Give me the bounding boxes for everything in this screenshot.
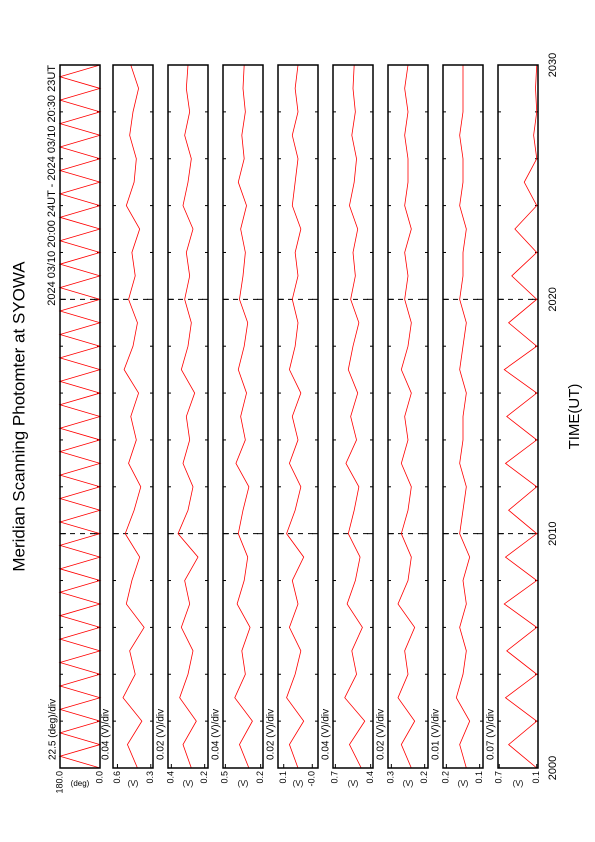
scale-label: 22.5 (deg)/div [48,699,59,760]
y-tick-label: 0.2 [199,771,209,784]
y-tick-label: 0.1 [474,771,484,784]
y-tick-label: 0.1 [278,771,288,784]
trace [503,64,538,769]
y-tick-label: 0.4 [365,771,375,784]
scale-label: 0.07 (V)/div [486,709,497,760]
y-tick-label: 0.6 [112,771,122,784]
y-tick-label: 0.5 [220,771,230,784]
trace [58,64,102,769]
x-tick-label: 2010 [547,521,559,545]
scale-label: 0.04 (V)/div [101,709,112,760]
y-tick-label: 0.0 [94,771,104,784]
y-tick-label: 0.4 [166,771,176,784]
trace [397,64,416,769]
trace [177,64,199,769]
y-tick-label: 0.7 [494,771,504,784]
panel-frame [59,64,101,769]
panel-frame [167,64,209,769]
y-axis-label: (V) [183,779,194,788]
rotated-chart: Meridian Scanning Photomter at SYOWA 2024… [9,53,582,794]
scale-label: 0.02 (V)/div [376,709,387,760]
panel-frame [497,64,539,769]
scale-label: 0.02 (V)/div [156,709,167,760]
chart-title: Meridian Scanning Photomter at SYOWA [9,261,28,572]
panel-frame [332,64,374,769]
y-axis-label: (V) [513,779,524,788]
panel-frame [277,64,319,769]
x-axis-label: TIME(UT) [566,384,583,450]
x-tick-label: 2030 [547,53,559,77]
panel-frame [387,64,429,769]
trace [286,64,305,769]
y-axis-label: (V) [293,779,304,788]
scale-label: 0.04 (V)/div [211,709,222,760]
y-tick-label: 0.3 [145,771,155,784]
y-tick-label: 0.2 [419,771,429,784]
y-tick-label: 0.1 [531,771,541,784]
scale-label: 0.04 (V)/div [321,709,332,760]
x-tick-label: 2000 [547,756,559,780]
y-axis-label: (V) [128,779,139,788]
time-range: 2024 03/10 20:00 24UT - 2024 03/10 20:30… [46,65,58,306]
y-tick-label: 0.2 [441,771,451,784]
y-tick-label: 0.2 [255,771,265,784]
y-axis-label: (V) [348,779,359,788]
y-axis-label: (V) [458,779,469,788]
y-tick-label: -0.0 [307,771,317,787]
y-axis-label: (deg) [71,779,90,788]
trace [455,65,471,769]
scale-label: 0.01 (V)/div [431,709,442,760]
scale-label: 0.02 (V)/div [266,709,277,760]
trace [344,64,366,769]
panel-frame [442,64,484,769]
y-tick-label: 0.7 [330,771,340,784]
trace [234,64,253,769]
y-tick-label: 0.3 [386,771,396,784]
y-tick-label: 180.0 [54,771,64,794]
trace [122,64,145,769]
panel-frame [112,64,154,769]
y-axis-label: (V) [238,779,249,788]
panel-frame [222,64,264,769]
y-axis-label: (V) [403,779,414,788]
x-tick-label: 2020 [547,287,559,311]
